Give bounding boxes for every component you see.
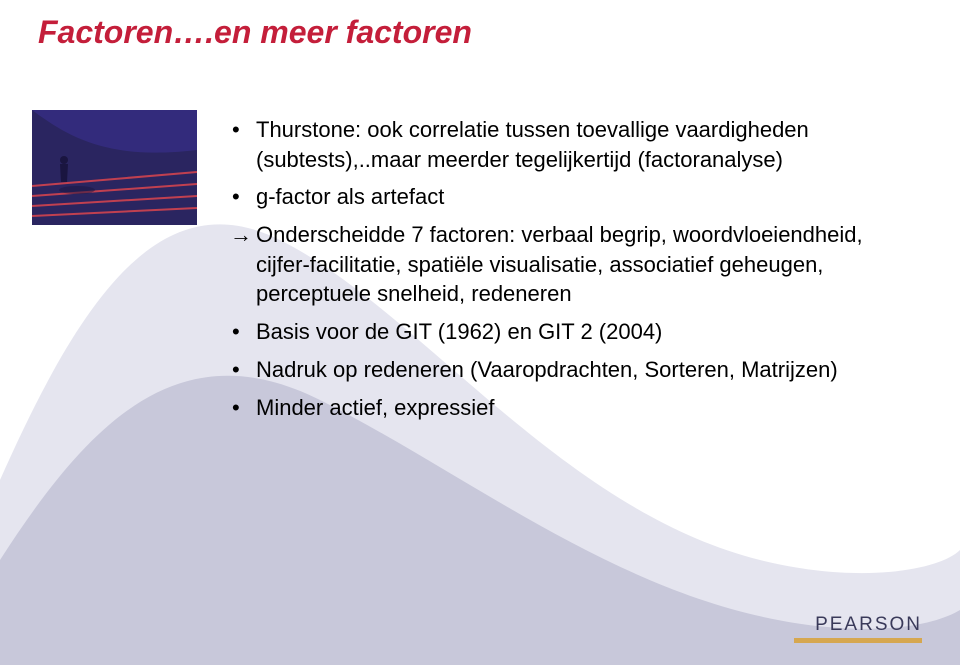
bullet-item: Nadruk op redeneren (Vaaropdrachten, Sor… [230,355,890,385]
bullet-item: g-factor als artefact [230,182,890,212]
bullet-item: Minder actief, expressief [230,393,890,423]
bullet-item: Basis voor de GIT (1962) en GIT 2 (2004) [230,317,890,347]
slide-content: Thurstone: ook correlatie tussen toevall… [230,115,890,430]
pearson-logo-bar [794,638,922,643]
pearson-logo: PEARSON [794,614,922,643]
slide: Factoren….en meer factoren Thurstone: oo… [0,0,960,665]
slide-title: Factoren….en meer factoren [38,14,472,51]
bullet-item: Onderscheidde 7 factoren: verbaal begrip… [230,220,890,309]
bullet-item: Thurstone: ook correlatie tussen toevall… [230,115,890,174]
pearson-logo-text: PEARSON [794,614,922,636]
side-image [32,110,197,225]
